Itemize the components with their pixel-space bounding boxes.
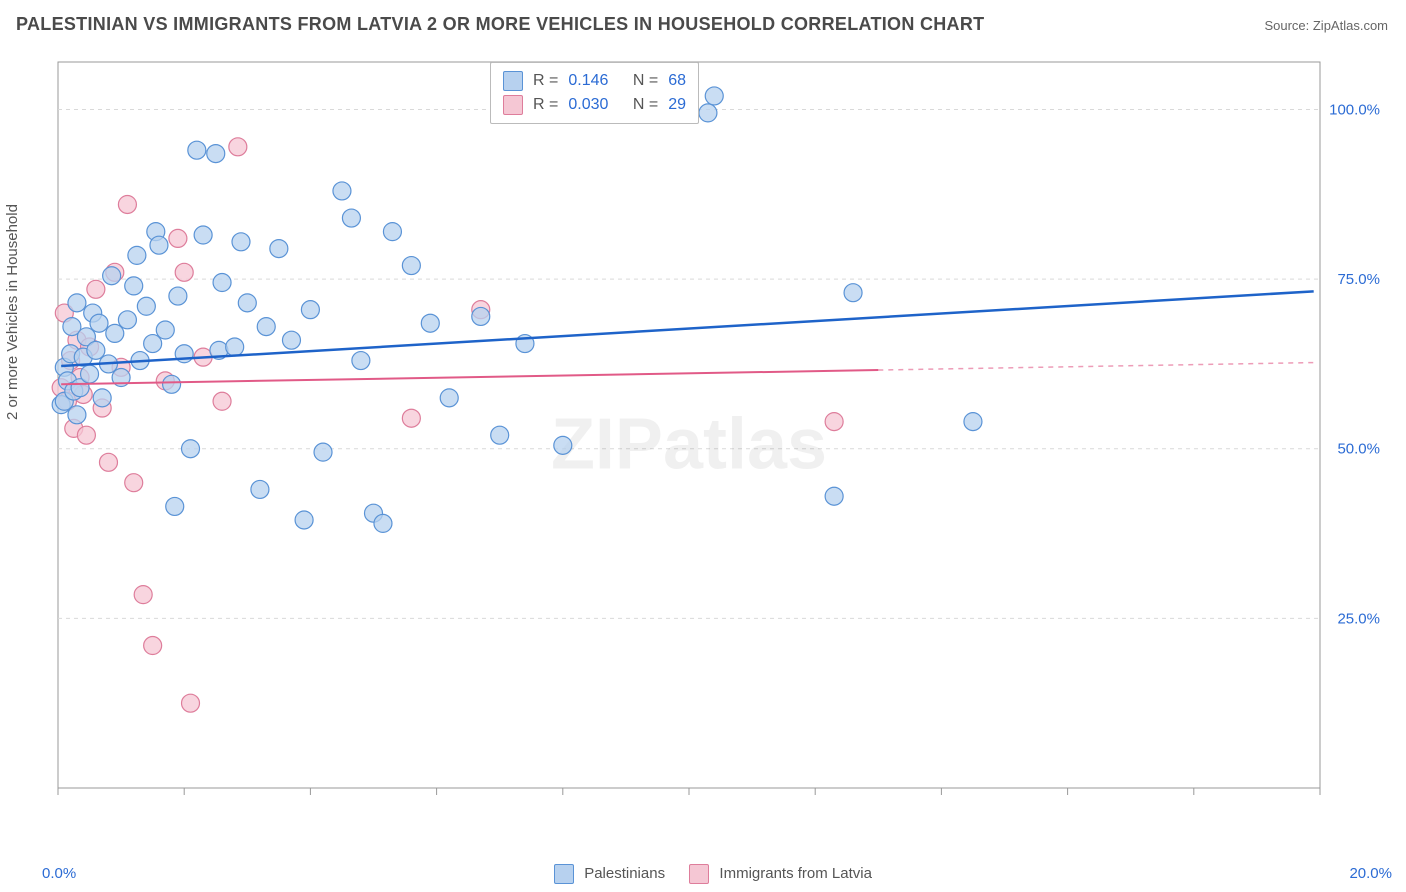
series2-swatch-icon	[689, 864, 709, 884]
stats-legend-box: R = 0.146 N = 68 R = 0.030 N = 29	[490, 62, 699, 124]
x-axis-max-label: 20.0%	[1349, 865, 1392, 882]
svg-text:100.0%: 100.0%	[1329, 101, 1380, 118]
y-axis-label: 2 or more Vehicles in Household	[4, 204, 21, 420]
series1-swatch-icon	[554, 864, 574, 884]
series1-n-value: 68	[668, 69, 686, 93]
bottom-legend: Palestinians Immigrants from Latvia	[0, 864, 1406, 884]
svg-text:ZIPatlas: ZIPatlas	[551, 405, 827, 485]
scatter-svg: 25.0% 50.0% 75.0% 100.0% ZIPatlas	[50, 58, 1390, 818]
series1-swatch-icon	[503, 71, 523, 91]
svg-text:50.0%: 50.0%	[1337, 441, 1380, 458]
r-label: R =	[533, 93, 558, 117]
svg-text:75.0%: 75.0%	[1337, 271, 1380, 288]
source-label: Source: ZipAtlas.com	[1264, 18, 1388, 33]
stats-row-1: R = 0.146 N = 68	[503, 69, 686, 93]
series2-legend-label: Immigrants from Latvia	[719, 865, 872, 882]
r-label: R =	[533, 69, 558, 93]
plot-area: 25.0% 50.0% 75.0% 100.0% ZIPatlas R = 0.146 …	[50, 58, 1390, 818]
n-label: N =	[633, 69, 658, 93]
series1-legend-label: Palestinians	[584, 865, 665, 882]
chart-title: PALESTINIAN VS IMMIGRANTS FROM LATVIA 2 …	[16, 14, 984, 35]
series2-n-value: 29	[668, 93, 686, 117]
series2-r-value: 0.030	[568, 93, 608, 117]
n-label: N =	[633, 93, 658, 117]
svg-text:25.0%: 25.0%	[1337, 610, 1380, 627]
stats-row-2: R = 0.030 N = 29	[503, 93, 686, 117]
x-axis-min-label: 0.0%	[42, 865, 76, 882]
series2-swatch-icon	[503, 95, 523, 115]
series1-r-value: 0.146	[568, 69, 608, 93]
